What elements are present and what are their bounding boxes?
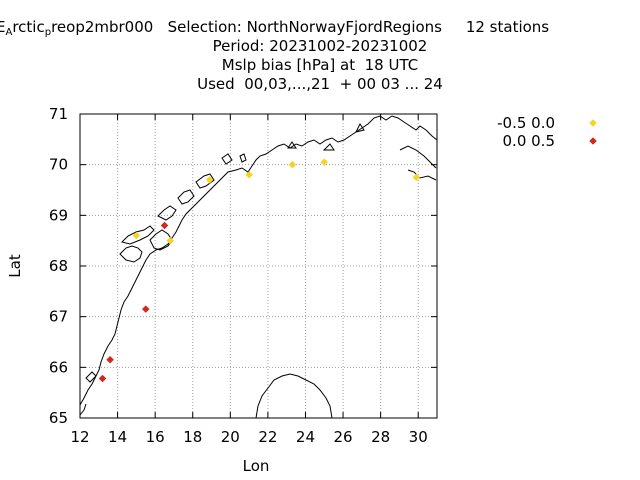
grid-lines [80, 114, 437, 418]
y-tick-label: 68 [49, 257, 68, 275]
y-tick-label: 65 [49, 409, 68, 427]
legend-label: 0.0 0.5 [503, 132, 555, 150]
chart-title-line-3: Mslp bias [hPa] at 18 UTC [221, 56, 419, 74]
legend-label: -0.5 0.0 [497, 114, 555, 132]
data-point [98, 374, 107, 383]
chart-title-line-2: Period: 20231002-20231002 [212, 37, 428, 55]
x-tick-label: 14 [108, 428, 127, 446]
y-tick-label: 70 [49, 156, 68, 174]
data-point [320, 158, 329, 166]
y-tick-label: 69 [49, 206, 68, 224]
x-tick-label: 12 [70, 428, 89, 446]
axis-ticks: 12 14 16 18 20 22 24 26 28 30 65 66 67 68 69 70 71 [49, 105, 437, 446]
data-points [98, 158, 421, 383]
data-point [205, 176, 214, 184]
x-tick-label: 26 [334, 428, 353, 446]
x-tick-label: 20 [221, 428, 240, 446]
chart-title-line-4: Used 00,03,...,21 + 00 03 ... 24 [197, 75, 443, 93]
y-tick-label: 71 [49, 105, 68, 123]
y-tick-label: 67 [49, 308, 68, 326]
data-point [141, 305, 150, 313]
data-point [106, 355, 114, 364]
legend-marker [589, 119, 597, 127]
x-tick-label: 22 [258, 428, 277, 446]
data-point [412, 173, 421, 182]
x-tick-label: 24 [296, 428, 315, 446]
data-point [288, 160, 297, 169]
data-point [245, 170, 253, 179]
y-tick-label: 66 [49, 358, 68, 376]
data-point [166, 236, 175, 245]
x-tick-label: 30 [409, 428, 428, 446]
x-tick-label: 16 [146, 428, 165, 446]
legend-marker [589, 137, 597, 145]
legend: -0.5 0.00.0 0.5 [497, 114, 597, 150]
y-axis-label: Lat [6, 254, 24, 278]
data-point [160, 221, 169, 230]
coastline-outline [79, 115, 438, 419]
x-tick-label: 18 [183, 428, 202, 446]
data-point [132, 231, 141, 240]
x-axis-label: Lon [243, 457, 270, 475]
chart-title-line-1: EArcticpreop2mbr000 Selection: NorthNorw… [0, 18, 550, 38]
x-tick-label: 28 [371, 428, 390, 446]
